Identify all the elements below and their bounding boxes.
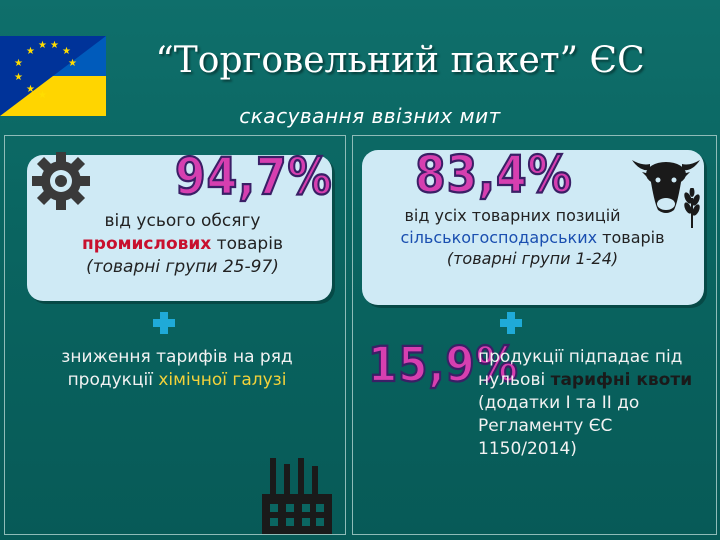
tariff-quota-text: продукції підпадає під нульові тарифні к… xyxy=(478,346,713,461)
tariff-line3: (додатки І та ІІ до xyxy=(478,392,640,413)
industrial-line2-rest: товарів xyxy=(211,233,283,254)
tariff-quota-percent: 15,9% xyxy=(367,335,519,394)
svg-text:★: ★ xyxy=(14,58,23,69)
chemical-highlight: хімічної галузі xyxy=(158,369,287,390)
svg-text:★: ★ xyxy=(38,40,47,51)
svg-text:★: ★ xyxy=(50,40,59,51)
left-panel-frame xyxy=(4,135,346,535)
cow-icon xyxy=(628,152,704,222)
industrial-highlight: промислових xyxy=(82,233,212,254)
svg-text:★: ★ xyxy=(26,84,35,95)
agricultural-line1: від усіх товарних позицій xyxy=(404,206,621,225)
tariff-highlight: тарифні квоти xyxy=(550,369,693,390)
wheat-icon xyxy=(680,187,704,232)
page-title: “Торговельний пакет” ЄС xyxy=(155,40,645,81)
agricultural-line2: сільськогосподарських товарів xyxy=(360,227,705,249)
tariff-line4: Регламенту ЄС xyxy=(478,415,613,436)
page-subtitle: скасування ввізних мит xyxy=(239,104,501,128)
agricultural-line2-rest: товарів xyxy=(597,227,665,247)
svg-text:★: ★ xyxy=(68,58,77,69)
svg-text:★: ★ xyxy=(26,46,35,57)
agricultural-percent: 83,4% xyxy=(414,145,573,206)
agricultural-highlight: сільськогосподарських xyxy=(400,227,598,247)
industrial-description: від усього обсягу промислових товарів (т… xyxy=(40,210,325,279)
right-panel-frame xyxy=(352,135,717,535)
chemical-line2-prefix: продукції xyxy=(67,369,159,390)
chemical-line1: зниження тарифів на ряд xyxy=(61,347,293,367)
plus-icon xyxy=(500,312,522,338)
svg-text:★: ★ xyxy=(14,72,23,83)
svg-text:★: ★ xyxy=(62,46,71,57)
chemical-line2: продукції хімічної галузі xyxy=(22,369,332,392)
industrial-line2: промислових товарів xyxy=(40,233,325,256)
industrial-line1: від усього обсягу xyxy=(104,211,261,231)
svg-text:★: ★ xyxy=(38,90,47,101)
tariff-line5: 1150/2014) xyxy=(478,438,577,459)
tariff-line1: продукції підпадає під xyxy=(478,347,683,367)
agricultural-line3: (товарні групи 1-24) xyxy=(446,249,619,269)
industrial-percent: 94,7% xyxy=(174,147,333,208)
tariff-line2-prefix: нульові xyxy=(478,369,551,390)
chemical-industry-text: зниження тарифів на ряд продукції хімічн… xyxy=(22,346,332,392)
plus-icon xyxy=(153,312,175,338)
gear-icon xyxy=(30,150,92,216)
tariff-line2: нульові тарифні квоти xyxy=(478,369,713,392)
agricultural-description: від усіх товарних позицій сільськогоспод… xyxy=(360,205,705,270)
eu-ukraine-flag-icon: ★ ★ ★ ★ ★ ★ ★ ★ ★ xyxy=(0,36,106,116)
industrial-line3: (товарні групи 25-97) xyxy=(86,256,279,277)
factory-icon xyxy=(262,458,332,538)
